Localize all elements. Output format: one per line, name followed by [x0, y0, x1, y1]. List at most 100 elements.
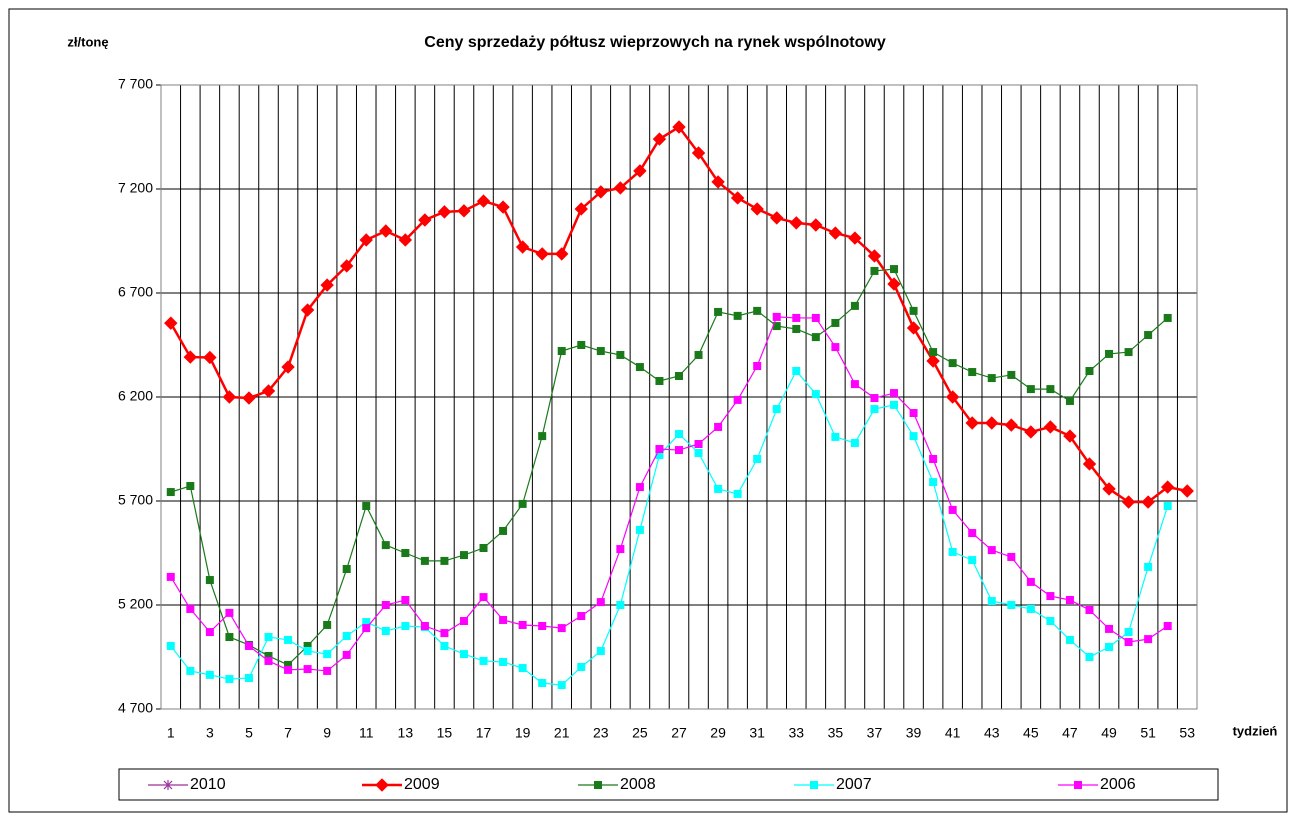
marker — [515, 240, 530, 254]
marker — [635, 363, 644, 372]
marker — [968, 368, 977, 377]
x-tick-label: 23 — [593, 725, 609, 741]
x-tick-label: 53 — [1179, 725, 1195, 741]
marker — [929, 454, 938, 463]
marker — [225, 633, 234, 642]
marker — [948, 359, 957, 368]
marker — [655, 445, 664, 453]
marker — [1007, 370, 1016, 379]
marker — [1144, 562, 1153, 571]
marker — [163, 780, 173, 790]
y-tick-label: 4 700 — [118, 700, 153, 716]
marker — [792, 367, 801, 375]
marker — [831, 343, 840, 352]
marker — [420, 622, 429, 631]
marker — [691, 146, 706, 160]
legend-label: 2010 — [190, 776, 226, 793]
marker — [323, 620, 332, 629]
marker — [375, 778, 389, 792]
marker — [342, 565, 351, 574]
marker — [694, 448, 703, 457]
marker — [1063, 429, 1077, 443]
x-tick-label: 17 — [476, 725, 492, 741]
x-tick-label: 31 — [749, 725, 765, 741]
marker — [1163, 622, 1172, 631]
marker — [616, 545, 625, 554]
x-tick-label: 41 — [945, 725, 961, 741]
marker — [166, 488, 175, 497]
x-axis-label: tydzień — [1233, 723, 1278, 738]
marker — [733, 489, 742, 498]
marker — [828, 226, 843, 240]
marker — [244, 641, 253, 650]
x-tick-label: 35 — [828, 725, 844, 741]
marker — [166, 572, 175, 581]
marker — [714, 422, 723, 431]
marker — [1024, 425, 1038, 439]
marker — [1121, 495, 1136, 509]
marker — [244, 674, 253, 683]
x-tick-label: 33 — [788, 725, 804, 741]
marker — [476, 194, 491, 208]
marker — [772, 405, 781, 414]
marker — [1085, 653, 1094, 661]
marker — [965, 416, 979, 430]
marker — [303, 646, 312, 655]
marker — [164, 316, 178, 330]
marker — [714, 307, 723, 316]
marker — [496, 200, 510, 214]
marker — [437, 205, 452, 219]
marker — [870, 405, 879, 414]
marker — [479, 544, 488, 553]
x-tick-label: 19 — [515, 725, 531, 741]
marker — [264, 633, 273, 642]
marker — [929, 478, 938, 487]
marker — [672, 120, 686, 134]
x-tick-label: 39 — [906, 725, 922, 741]
marker — [479, 656, 488, 665]
marker — [381, 601, 390, 609]
marker — [890, 389, 899, 398]
marker — [1046, 385, 1055, 394]
marker — [440, 556, 449, 565]
marker — [987, 546, 996, 555]
marker — [264, 656, 273, 665]
marker — [457, 204, 471, 218]
marker — [1046, 592, 1055, 601]
marker — [968, 556, 977, 565]
legend-label: 2007 — [836, 776, 872, 793]
marker — [398, 233, 413, 247]
x-tick-label: 3 — [206, 725, 214, 741]
marker — [499, 526, 508, 535]
marker — [1007, 552, 1016, 561]
legend — [118, 768, 1219, 801]
marker — [675, 371, 683, 380]
x-tick-label: 21 — [554, 725, 570, 741]
marker — [225, 608, 234, 617]
marker — [635, 525, 644, 534]
marker — [870, 394, 879, 403]
marker — [557, 624, 566, 633]
marker — [635, 483, 644, 492]
marker — [675, 446, 683, 455]
legend-label: 2009 — [404, 776, 440, 793]
y-axis-label: zł/tonę — [67, 34, 108, 49]
marker — [1074, 781, 1082, 789]
marker — [557, 681, 566, 690]
marker — [538, 679, 547, 687]
marker — [613, 181, 628, 195]
x-tick-label: 25 — [632, 725, 648, 741]
marker — [186, 666, 195, 675]
marker — [479, 593, 488, 602]
marker — [362, 501, 371, 510]
y-tick-label: 6 700 — [118, 284, 153, 300]
y-tick-label: 6 200 — [118, 388, 153, 404]
marker — [968, 529, 977, 538]
marker — [1124, 348, 1133, 357]
series-line — [170, 268, 1169, 666]
marker — [616, 350, 625, 359]
x-tick-label: 43 — [984, 725, 1000, 741]
marker — [753, 454, 762, 463]
x-tick-label: 29 — [710, 725, 726, 741]
